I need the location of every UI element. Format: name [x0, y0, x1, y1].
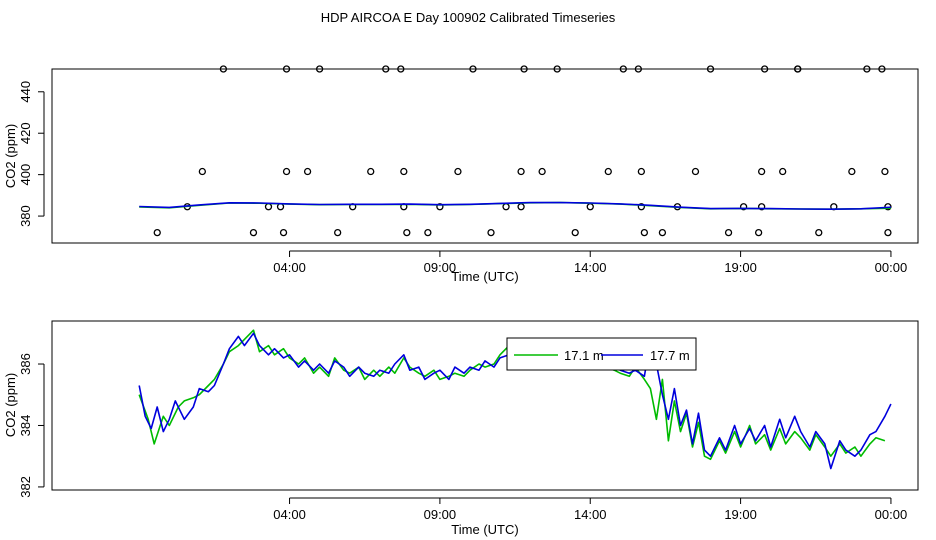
y-tick-label: 420: [18, 122, 33, 144]
scatter-point: [706, 65, 715, 73]
scatter-point: [634, 65, 643, 73]
y-tick-label: 440: [18, 81, 33, 103]
scatter-point: [382, 65, 390, 73]
y-tick-label: 384: [18, 415, 33, 437]
scatter-point: [367, 167, 375, 176]
x-tick-label: 04:00: [273, 507, 306, 522]
scatter-point: [198, 167, 206, 176]
scatter-point: [400, 167, 408, 176]
y-tick-label: 386: [18, 353, 33, 375]
scatter-point: [153, 228, 161, 237]
x-tick-label: 14:00: [574, 260, 607, 275]
scatter-point: [553, 65, 561, 73]
figure-title: HDP AIRCOA E Day 100902 Calibrated Times…: [321, 10, 616, 25]
scatter-point: [658, 228, 667, 237]
scatter-point: [586, 203, 594, 211]
x-tick-label: 09:00: [424, 507, 457, 522]
scatter-point: [282, 167, 291, 176]
scatter-point: [436, 203, 444, 211]
scatter-point: [403, 228, 411, 237]
legend-label-17-7m: 17.7 m: [650, 348, 690, 363]
scatter-point: [517, 203, 525, 211]
scatter-point: [538, 167, 546, 176]
scatter-point: [757, 167, 766, 176]
scatter-point: [881, 167, 889, 176]
y-axis-label: CO2 (ppm): [3, 124, 18, 188]
scatter-point: [517, 167, 525, 176]
scatter-point: [724, 228, 733, 237]
x-tick-label: 00:00: [875, 260, 908, 275]
y-axis-label: CO2 (ppm): [3, 373, 18, 437]
series-layer: [139, 201, 891, 210]
x-tick-label: 19:00: [724, 260, 757, 275]
y-tick-label: 400: [18, 164, 33, 186]
scatter-point: [279, 228, 288, 237]
legend: 17.1 m 17.7 m: [506, 337, 697, 371]
scatter-point: [502, 203, 510, 211]
scatter-point: [739, 203, 748, 211]
scatter-point: [487, 228, 495, 237]
scatter-point: [637, 203, 646, 211]
x-tick-label: 14:00: [574, 507, 607, 522]
scatter-point: [424, 228, 432, 237]
legend-box: [506, 337, 697, 371]
scatter-point: [848, 167, 856, 176]
scatter-point: [219, 65, 228, 73]
scatter-point: [249, 228, 258, 237]
x-axis: 04:00 09:00 14:00 19:00 00:00: [273, 250, 908, 275]
x-tick-label: 00:00: [875, 507, 908, 522]
scatter-point: [334, 228, 342, 237]
scatter-point: [757, 203, 766, 211]
x-tick-label: 04:00: [273, 260, 306, 275]
series-line-17-7-m: [139, 201, 891, 210]
scatter-point: [884, 228, 892, 237]
plot-frame: [51, 320, 919, 491]
scatter-point: [815, 228, 823, 237]
scatter-point: [520, 65, 528, 73]
x-axis-label: Time (UTC): [451, 269, 518, 284]
scatter-point: [779, 167, 787, 176]
scatter-point: [640, 228, 649, 237]
scatter-point: [878, 65, 886, 73]
y-tick-label: 382: [18, 476, 33, 498]
y-axis: 382 384 386: [18, 353, 45, 498]
scatter-point: [282, 65, 291, 73]
x-axis-label: Time (UTC): [451, 522, 518, 537]
scatter-point: [303, 167, 312, 176]
co2-timeseries-panel: 04:00 09:00 14:00 19:00 00:00 382 384 386 Time…: [3, 320, 919, 537]
x-tick-label: 09:00: [424, 260, 457, 275]
co2-scatter-panel: 04:00 09:00 14:00 19:00 00:00 380 400 420 440 T…: [3, 65, 919, 284]
x-tick-label: 19:00: [724, 507, 757, 522]
scatter-point: [571, 228, 579, 237]
scatter-layer: [153, 65, 892, 237]
scatter-point: [454, 167, 462, 176]
scatter-point: [604, 167, 612, 176]
scatter-point: [469, 65, 477, 73]
scatter-point: [315, 65, 324, 73]
scatter-point: [754, 228, 763, 237]
scatter-point: [397, 65, 405, 73]
scatter-point: [619, 65, 627, 73]
y-tick-label: 380: [18, 205, 33, 227]
x-axis: 04:00 09:00 14:00 19:00 00:00: [273, 497, 908, 522]
scatter-point: [264, 203, 273, 211]
scatter-point: [760, 65, 769, 73]
scatter-point: [691, 167, 700, 176]
y-axis: 380 400 420 440: [18, 81, 45, 227]
scatter-point: [863, 65, 871, 73]
plot-frame: [51, 68, 919, 244]
scatter-point: [637, 167, 646, 176]
legend-label-17-1m: 17.1 m: [564, 348, 604, 363]
scatter-point: [794, 65, 802, 73]
